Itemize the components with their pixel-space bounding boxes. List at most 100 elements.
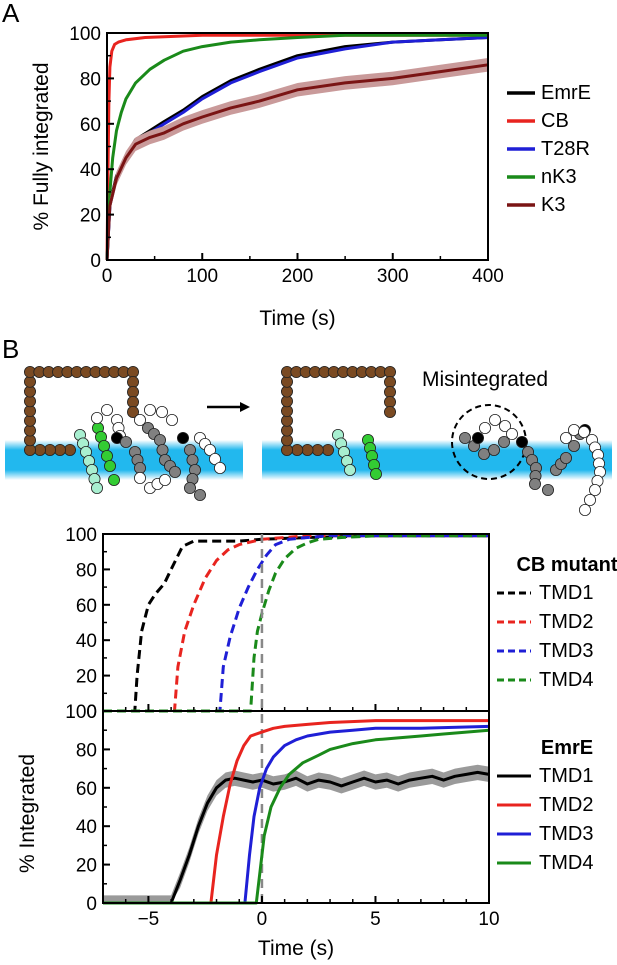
x-tick-label: 100 xyxy=(186,266,218,287)
panel-b-top-chart: 0 20 40 60 80 100 CB mutant TMD1 TMD2 TMD3 TMD4 xyxy=(65,525,617,903)
legend-label-nk3: nK3 xyxy=(541,166,577,188)
legend-label-cb: CB xyxy=(541,110,569,132)
panel-b-letter: B xyxy=(2,334,19,364)
residue-bead xyxy=(321,443,334,456)
legend-label-tmd4: TMD4 xyxy=(539,669,593,691)
y-tick-label: 80 xyxy=(76,740,97,761)
residue-bead xyxy=(133,413,146,426)
y-tick-label: 100 xyxy=(69,24,101,45)
series-line-tmd3 xyxy=(103,534,489,713)
residue-bead xyxy=(186,453,199,466)
series-line-tmd4 xyxy=(103,728,490,905)
residue-bead xyxy=(458,431,471,444)
residue-bead xyxy=(505,427,518,440)
residue-bead xyxy=(578,425,591,438)
y-tick-label: 20 xyxy=(76,667,97,688)
residue-bead xyxy=(487,443,500,456)
residue-bead xyxy=(127,395,140,408)
residue-bead xyxy=(54,443,67,456)
legend-label-emre: EmrE xyxy=(541,82,591,104)
residue-bead xyxy=(183,481,196,494)
residue-bead xyxy=(383,375,396,388)
series-line-tmd1 xyxy=(103,770,490,905)
residue-bead xyxy=(383,395,396,408)
residue-bead xyxy=(165,413,178,426)
panel-a-chart: 0 100 200 300 400 0 20 40 60 80 100 Time (s) % Fully… xyxy=(30,24,591,330)
residue-bead xyxy=(584,493,597,506)
residue-bead xyxy=(477,447,490,460)
y-tick-label: 80 xyxy=(80,69,101,90)
arrow-head-icon xyxy=(240,402,250,412)
x-tick-label: 400 xyxy=(472,266,504,287)
membrane-schematic xyxy=(5,365,612,516)
series-line-nk3 xyxy=(105,33,488,261)
residue-bead xyxy=(156,443,169,456)
x-axis-title: Time (s) xyxy=(259,307,335,330)
x-axis-title: Time (s) xyxy=(258,937,334,960)
residue-bead xyxy=(101,403,114,416)
y-tick-label: 0 xyxy=(86,702,97,723)
residue-bead xyxy=(34,443,47,456)
residue-bead xyxy=(589,483,602,496)
residue-bead xyxy=(213,461,226,474)
residue-bead xyxy=(311,443,324,456)
legend-label-tmd3: TMD3 xyxy=(539,640,593,662)
residue-bead xyxy=(143,403,156,416)
y-tick-label: 20 xyxy=(80,206,101,227)
residue-bead xyxy=(383,365,396,378)
residue-bead xyxy=(497,435,510,448)
residue-bead xyxy=(133,461,146,474)
y-tick-label: 40 xyxy=(76,817,97,838)
series-line-tmd4 xyxy=(103,534,489,713)
residue-bead xyxy=(127,375,140,388)
residue-bead xyxy=(98,439,111,452)
series-band-tmd1 xyxy=(103,764,489,903)
residue-bead xyxy=(383,385,396,398)
residue-bead xyxy=(101,449,114,462)
legend-label-tmd4: TMD4 xyxy=(539,852,593,874)
residue-bead xyxy=(64,443,77,456)
residue-bead xyxy=(44,443,57,456)
residue-bead xyxy=(127,365,140,378)
residue-bead xyxy=(498,419,511,432)
residue-bead xyxy=(579,503,592,516)
x-tick-label: 10 xyxy=(478,909,499,930)
x-tick-label: 0 xyxy=(257,909,268,930)
misintegrated-label: Misintegrated xyxy=(422,368,548,391)
legend-label-k3: K3 xyxy=(541,194,565,216)
y-tick-label: 0 xyxy=(90,251,101,272)
series-line-tmd2 xyxy=(103,719,489,905)
y-tick-label: 80 xyxy=(76,560,97,581)
residue-bead xyxy=(542,483,555,496)
residue-bead xyxy=(291,443,304,456)
residue-bead xyxy=(155,405,168,418)
residue-bead xyxy=(568,423,581,436)
y-tick-label: 20 xyxy=(76,856,97,877)
residue-bead xyxy=(208,452,221,465)
x-tick-label: 300 xyxy=(377,266,409,287)
y-tick-label: 60 xyxy=(80,115,101,136)
residue-bead xyxy=(488,413,501,426)
series-line-tmd3 xyxy=(103,724,490,905)
residue-bead xyxy=(203,443,216,456)
series-line-tmd1 xyxy=(103,534,489,713)
series-line-k3 xyxy=(105,63,489,261)
residue-bead xyxy=(153,433,166,446)
residue-bead xyxy=(568,439,581,452)
legend-label-tmd1: TMD1 xyxy=(539,582,593,604)
residue-bead xyxy=(127,405,140,418)
series-line-tmd2 xyxy=(103,534,489,713)
y-tick-label: 100 xyxy=(65,702,97,723)
residue-bead xyxy=(560,431,573,444)
plot-frame xyxy=(102,533,490,712)
residue-bead xyxy=(91,411,104,424)
residue-bead xyxy=(343,463,356,476)
panel-a-letter: A xyxy=(2,0,20,28)
residue-bead xyxy=(301,443,314,456)
y-axis-title: % Fully integrated xyxy=(30,62,53,230)
residue-bead xyxy=(91,481,104,494)
residue-bead xyxy=(183,443,196,456)
residue-bead xyxy=(158,473,171,486)
